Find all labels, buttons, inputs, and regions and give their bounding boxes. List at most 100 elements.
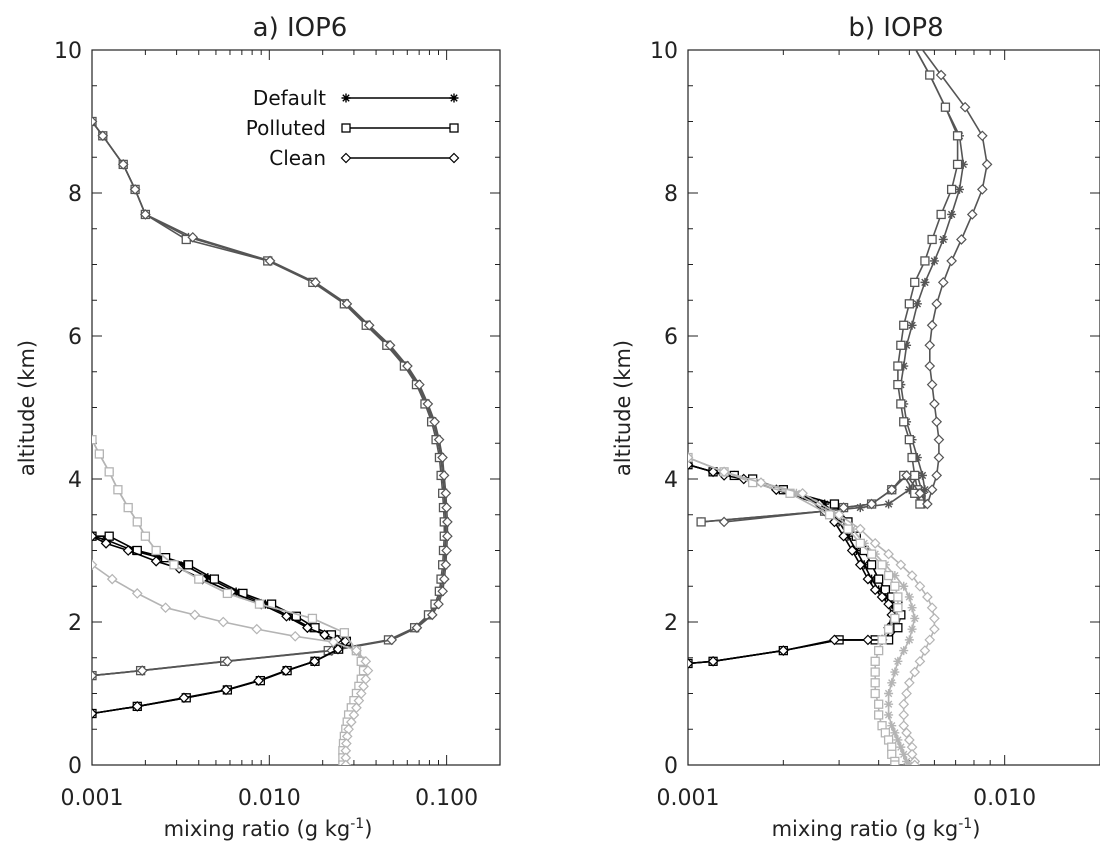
panel-b-black-diamond-point <box>707 466 719 478</box>
panel-b-light-gray-square-point <box>874 699 884 709</box>
panel-b-dark-gray-asterisk-series <box>696 50 968 527</box>
panel-b-xtick-label: 0.001 <box>657 786 720 811</box>
legend-entry-default: Default <box>253 86 459 110</box>
panel-a-light-gray-diamond-point <box>92 559 98 571</box>
panel-a-black-diamond-series <box>92 530 351 719</box>
panel-b-light-gray-diamond-point <box>909 666 921 678</box>
panel-b-dark-gray-diamond-point <box>926 379 938 390</box>
panel-b-light-gray-diamond-point <box>898 698 910 710</box>
panel-b-dark-gray-square-point <box>896 340 906 350</box>
legend-label: Clean <box>269 146 326 170</box>
panel-b-ytick-label: 6 <box>664 325 678 350</box>
panel-b-light-gray-diamond-point <box>895 559 907 571</box>
panel-b-light-gray-asterisk-point <box>884 689 894 698</box>
panel-b-light-gray-square-point <box>877 560 887 570</box>
panel-b-dark-gray-diamond-point <box>929 398 940 410</box>
panel-b-light-gray-square-point <box>890 613 900 624</box>
panel-a-light-gray-square-point <box>104 467 114 477</box>
panel-a-black-diamond-point <box>309 655 320 667</box>
panel-b-dark-gray-square-point <box>896 399 906 409</box>
panel-b-light-gray-square-point <box>874 710 884 720</box>
panel-b-dark-gray-diamond-point <box>924 339 936 351</box>
panel-b-dark-gray-square-point <box>904 299 914 309</box>
panel-a-dark-gray-diamond-point <box>140 209 151 220</box>
panel-b-light-gray-square-point <box>893 592 903 602</box>
panel-b-black-diamond-point <box>777 645 789 656</box>
panel-b-light-gray-diamond-point <box>883 548 894 560</box>
panel-a-xlabel-text: mixing ratio (g kg <box>164 817 351 841</box>
panel-a-light-gray-square-point <box>151 545 161 556</box>
legend-marker <box>449 93 459 103</box>
panel-b-dark-gray-diamond-point <box>926 319 938 331</box>
panel-b-light-gray-square-point <box>890 581 900 591</box>
panel-a-dark-gray-diamond-point <box>402 360 413 372</box>
panel-b-light-gray-square-point <box>870 678 880 688</box>
panel-a-dark-gray-diamond-point <box>363 319 375 331</box>
panel-b-light-gray-diamond-point <box>903 677 915 689</box>
legend-marker <box>341 123 351 133</box>
panel-b-dark-gray-diamond-point <box>935 69 947 81</box>
panel-a-light-gray-square-point <box>92 435 97 445</box>
panel-a-dark-gray-diamond-point <box>117 159 129 170</box>
panel-b-light-gray-asterisk-point <box>899 646 909 656</box>
panel-b-light-gray-square-point <box>883 570 894 581</box>
panel-b-dark-gray-square-point <box>910 470 920 481</box>
panel-a-dark-gray-diamond-point <box>310 277 321 288</box>
panel-a-dark-gray-diamond-line <box>92 121 449 677</box>
panel-b-dark-gray-diamond-point <box>976 184 988 195</box>
panel-a-black-diamond-point <box>281 610 292 622</box>
panel-b-light-gray-asterisk-point <box>899 581 909 591</box>
panel-a-dark-gray-diamond-point <box>433 434 445 446</box>
panel-b-light-gray-square-point <box>883 624 894 634</box>
panel-b-ytick-label: 4 <box>664 468 678 493</box>
panel-a-dark-gray-diamond-point <box>386 634 398 646</box>
panel-b-dark-gray-diamond-point <box>933 434 945 446</box>
panel-a-black-diamond-point <box>92 530 98 542</box>
panel-b-black-diamond-point <box>876 591 888 603</box>
panel-a-xtick-label: 0.001 <box>61 786 124 811</box>
panel-b-light-gray-diamond-point <box>906 570 918 581</box>
panel-b-dark-gray-square-point <box>952 131 963 141</box>
panel-b-dark-gray-square-point <box>893 379 903 390</box>
panel-a-plot <box>92 116 453 765</box>
panel-b-dark-gray-square-point <box>925 70 935 80</box>
panel-b-light-gray-diamond-point <box>929 623 940 635</box>
panel-b-dark-gray-diamond-point <box>933 452 945 463</box>
panel-b-dark-gray-diamond-point <box>937 277 949 288</box>
panel-b-dark-gray-diamond-point <box>956 234 967 245</box>
panel-b-light-gray-square-point <box>890 760 900 765</box>
panel-b-light-gray-diamond-series <box>688 452 940 765</box>
panel-a-dark-gray-diamond-point <box>426 609 438 621</box>
panel-b-dark-gray-square-point <box>904 435 914 445</box>
panel-b-light-gray-diamond-point <box>797 487 808 499</box>
panel-a-black-diamond-point <box>92 708 98 719</box>
panel-b-light-gray-diamond-point <box>903 734 915 746</box>
panel-b-light-gray-diamond-point <box>926 602 938 614</box>
panel-b-dark-gray-asterisk-point <box>917 470 927 480</box>
panel-a-dark-gray-diamond-point <box>222 655 233 667</box>
panel-b-light-gray-asterisk-point <box>899 749 909 759</box>
panel-b-black-diamond-point <box>862 573 874 585</box>
panel-b-light-gray-square-point <box>870 656 880 666</box>
panel-a-dark-gray-diamond-point <box>92 116 98 127</box>
panel-b-black-diamond-point <box>869 584 881 596</box>
panel-b-ytick-label: 0 <box>664 754 678 779</box>
panel-a-ytick-label: 6 <box>68 325 82 350</box>
panel-a-light-gray-diamond-point <box>328 636 339 648</box>
panel-a-light-gray-square-point <box>222 588 233 599</box>
panel-b-black-diamond-point <box>707 655 719 667</box>
panel-a-dark-gray-diamond-point <box>442 530 453 542</box>
panel-b-dark-gray-diamond-point <box>981 159 993 170</box>
panel-b-light-gray-diamond-point <box>688 452 694 463</box>
panel-a-dark-gray-diamond-point <box>438 470 450 481</box>
panel-a-black-diamond-point <box>100 538 112 549</box>
panel-a-black-diamond-point <box>178 692 190 704</box>
panel-a-black-diamond-point <box>302 622 313 634</box>
panel-b-light-gray-diamond-point <box>718 466 730 478</box>
panel-a-ytick-label: 4 <box>68 468 82 493</box>
panel-b-light-gray-diamond-point <box>919 645 931 656</box>
panel-a-dark-gray-diamond-point <box>341 298 353 310</box>
panel-b-dark-gray-asterisk-point <box>947 209 957 219</box>
panel-b-dark-gray-diamond-point <box>976 130 988 142</box>
panel-b: b) IOP8 altitude (km) mixing ratio (g kg… <box>611 13 1100 841</box>
